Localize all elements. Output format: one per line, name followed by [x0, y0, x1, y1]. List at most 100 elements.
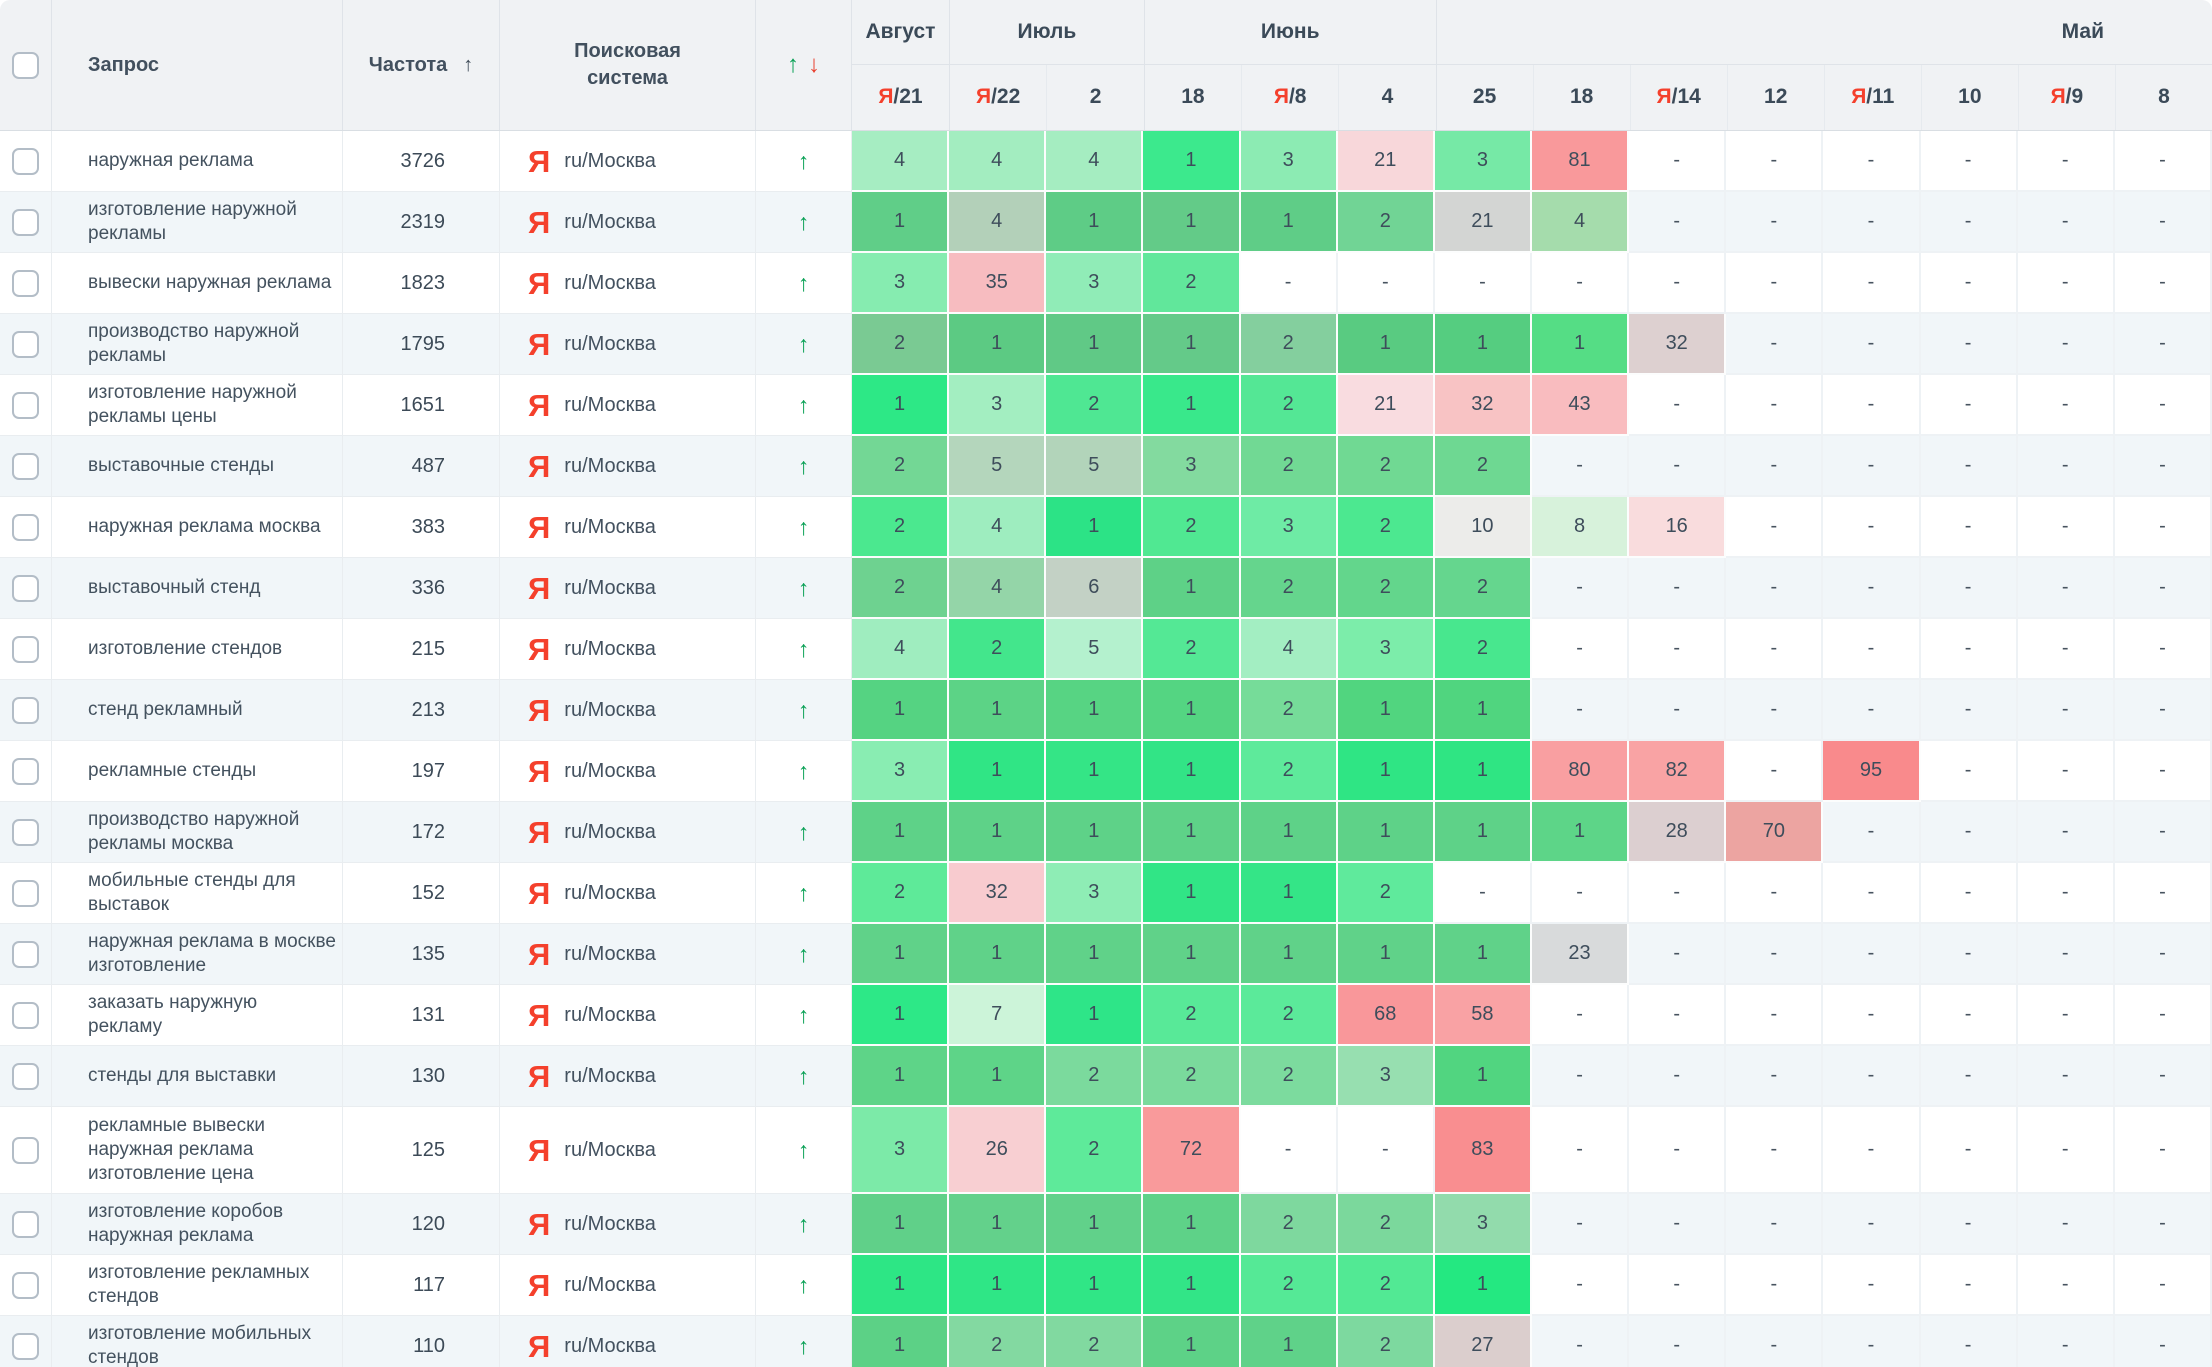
- position-cell: 72: [1143, 1107, 1241, 1194]
- date-column-header[interactable]: 25: [1437, 65, 1533, 131]
- date-column-header[interactable]: 12: [1726, 64, 1824, 130]
- query-text: изготовление коробов наружная реклама: [88, 1201, 284, 1246]
- row-checkbox[interactable]: [12, 147, 39, 175]
- query-cell: производство наружной рекламы: [52, 314, 343, 375]
- row-checkbox[interactable]: [12, 696, 39, 724]
- date-column-header[interactable]: Я/8: [1241, 64, 1338, 130]
- position-cell: 1: [852, 375, 950, 436]
- position-cell: 1: [1143, 558, 1241, 619]
- date-column-header[interactable]: Я/22: [950, 65, 1046, 131]
- yandex-icon: Я: [528, 1132, 551, 1168]
- position-cell: 3: [1240, 497, 1338, 558]
- row-checkbox[interactable]: [12, 208, 39, 236]
- row-checkbox[interactable]: [12, 513, 39, 541]
- frequency-header-label: Частота: [368, 53, 448, 76]
- position-cell: -: [1823, 1107, 1921, 1194]
- date-label: /8: [1288, 85, 1307, 109]
- query-cell: выставочный стенд: [52, 558, 343, 619]
- positions-area: 3 35 3 2- - - - - - - - - -: [852, 253, 2212, 314]
- row-checkbox[interactable]: [12, 1136, 39, 1164]
- row-checkbox[interactable]: [12, 1210, 39, 1238]
- position-cell: 81: [1531, 131, 1630, 192]
- position-cell: -: [1337, 253, 1435, 314]
- position-cell: 1: [1240, 802, 1338, 863]
- query-text: изготовление наружной рекламы цены: [88, 382, 297, 427]
- row-checkbox[interactable]: [12, 757, 39, 785]
- position-cell: -: [2114, 619, 2212, 680]
- row-checkbox[interactable]: [12, 1062, 39, 1090]
- frequency-cell: 2319: [343, 192, 500, 253]
- engine-region-label: ru/Москва: [564, 515, 656, 538]
- date-column-header[interactable]: 4: [1338, 64, 1435, 130]
- select-all-checkbox[interactable]: [12, 51, 39, 79]
- date-column-header[interactable]: Я/11: [1823, 64, 1921, 130]
- row-checkbox[interactable]: [12, 940, 39, 968]
- date-column-header[interactable]: 18: [1145, 65, 1241, 131]
- engine-region-label: ru/Москва: [564, 698, 656, 721]
- date-column-header[interactable]: 18: [1532, 64, 1630, 130]
- trend-cell: ↑: [756, 192, 852, 253]
- row-checkbox[interactable]: [12, 330, 39, 358]
- position-cell: -: [1823, 985, 1921, 1046]
- position-cell: 1: [1143, 131, 1241, 192]
- query-text: заказать наружную рекламу: [88, 992, 258, 1037]
- position-cell: 3: [1434, 131, 1532, 192]
- trend-up-icon: ↑: [797, 696, 810, 723]
- row-checkbox[interactable]: [12, 1271, 39, 1299]
- position-cell: -: [1920, 1046, 2018, 1107]
- trend-cell: ↑: [756, 1194, 852, 1255]
- date-column-header[interactable]: 2: [1046, 64, 1143, 130]
- position-cell: -: [2017, 558, 2115, 619]
- date-column-header[interactable]: 10: [1920, 64, 2018, 130]
- date-label: /11: [1866, 85, 1895, 109]
- row-checkbox[interactable]: [12, 879, 39, 907]
- position-cell: 2: [1434, 436, 1532, 497]
- yandex-icon: Я: [528, 997, 551, 1033]
- position-cell: 21: [1337, 131, 1435, 192]
- position-cell: 1: [852, 1046, 950, 1107]
- position-cell: 5: [1046, 619, 1144, 680]
- row-checkbox[interactable]: [12, 391, 39, 419]
- position-cell: -: [2114, 1046, 2212, 1107]
- position-cell: -: [1921, 1316, 2018, 1367]
- query-cell: наружная реклама: [52, 131, 343, 192]
- date-column-header[interactable]: Я/14: [1629, 64, 1727, 130]
- position-cell: -: [2017, 375, 2115, 436]
- column-header-trend[interactable]: ↑ ↓: [756, 0, 852, 130]
- position-cell: 32: [949, 863, 1047, 924]
- column-header-frequency[interactable]: Частота ↑: [343, 0, 500, 130]
- row-checkbox[interactable]: [12, 452, 39, 480]
- table-row: наружная реклама в москве изготовление 13…: [0, 924, 2212, 985]
- position-cell: -: [1726, 497, 1824, 558]
- position-cell: 1: [1240, 863, 1338, 924]
- position-cell: -: [1531, 1255, 1630, 1316]
- engine-region-label: ru/Москва: [564, 942, 656, 965]
- date-column-header[interactable]: Я/9: [2017, 64, 2115, 130]
- position-cell: 1: [1434, 741, 1532, 802]
- date-column-header[interactable]: Я/21: [852, 65, 949, 131]
- row-checkbox[interactable]: [12, 1001, 39, 1029]
- column-header-query[interactable]: Запрос: [52, 0, 343, 130]
- position-cell: -: [1726, 1046, 1824, 1107]
- position-cell: 68: [1337, 985, 1435, 1046]
- trend-cell: ↑: [756, 1316, 852, 1367]
- row-checkbox[interactable]: [12, 818, 39, 846]
- position-cell: -: [2114, 436, 2212, 497]
- date-label: 18: [1181, 85, 1205, 109]
- position-cell: -: [1726, 1316, 1824, 1367]
- row-checkbox[interactable]: [12, 269, 39, 297]
- position-cell: 3: [1046, 253, 1144, 314]
- checkbox-cell: [0, 1046, 52, 1107]
- date-column-header[interactable]: 8: [2114, 64, 2212, 130]
- checkbox-cell: [0, 680, 52, 741]
- yandex-icon: Я: [528, 265, 551, 301]
- frequency-cell: 172: [343, 802, 500, 863]
- row-checkbox[interactable]: [12, 1332, 39, 1360]
- row-checkbox[interactable]: [12, 635, 39, 663]
- positions-area: 3 26 2 72- -83- - - - - - -: [852, 1107, 2212, 1194]
- row-checkbox[interactable]: [12, 574, 39, 602]
- engine-region-label: ru/Москва: [564, 210, 656, 233]
